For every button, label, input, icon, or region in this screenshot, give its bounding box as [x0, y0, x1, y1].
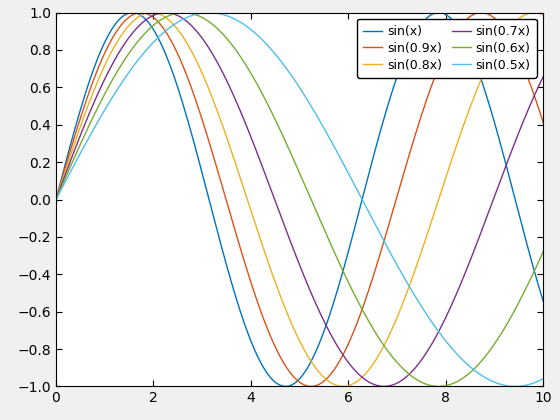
sin(0.6x): [180, 10, 187, 15]
sin(0.9x): [478, 10, 485, 15]
sin(0.8x): [540, 12, 547, 17]
sin(0.9x): [260, 318, 267, 323]
sin(0.7x): [540, 74, 547, 79]
sin(x): [282, 384, 289, 389]
sin(0.5x): [53, 197, 59, 202]
sin(0.6x): [540, 249, 547, 254]
sin(x): [53, 197, 59, 202]
sin(0.8x): [530, 10, 537, 15]
Line: sin(0.7x): sin(0.7x): [56, 13, 543, 386]
sin(0.8x): [53, 197, 59, 202]
sin(0.7x): [137, 22, 144, 27]
Line: sin(x): sin(x): [56, 13, 543, 386]
sin(0.5x): [137, 55, 144, 60]
sin(x): [478, 78, 485, 83]
sin(0.7x): [530, 94, 537, 99]
sin(0.5x): [108, 96, 115, 101]
sin(0.9x): [307, 384, 314, 389]
sin(0.7x): [53, 197, 59, 202]
sin(0.9x): [530, 92, 537, 97]
sin(0.6x): [478, 359, 485, 364]
sin(x): [108, 27, 115, 32]
sin(0.8x): [478, 76, 485, 81]
sin(0.6x): [261, 95, 268, 100]
sin(0.8x): [108, 49, 115, 54]
sin(0.9x): [478, 10, 484, 15]
sin(x): [530, 267, 537, 272]
sin(0.6x): [53, 197, 59, 202]
sin(0.9x): [53, 197, 59, 202]
sin(0.7x): [381, 384, 388, 389]
sin(0.9x): [108, 37, 115, 42]
Line: sin(0.5x): sin(0.5x): [56, 13, 543, 386]
sin(0.8x): [137, 13, 144, 18]
sin(0.8x): [148, 10, 155, 15]
sin(0.5x): [530, 381, 537, 386]
sin(0.6x): [530, 269, 537, 274]
sin(x): [261, 366, 268, 371]
sin(x): [240, 317, 246, 322]
sin(0.6x): [108, 79, 115, 84]
sin(0.5x): [261, 39, 268, 44]
sin(0.8x): [340, 384, 347, 389]
Line: sin(0.9x): sin(0.9x): [56, 13, 543, 386]
sin(0.6x): [137, 36, 144, 41]
sin(0.5x): [240, 21, 246, 26]
sin(x): [129, 10, 136, 15]
sin(0.8x): [240, 184, 246, 189]
sin(0.7x): [108, 63, 115, 68]
sin(0.7x): [478, 228, 485, 234]
Legend: sin(x), sin(0.9x), sin(0.8x), sin(0.7x), sin(0.6x), sin(0.5x): sin(x), sin(0.9x), sin(0.8x), sin(0.7x),…: [357, 19, 537, 78]
sin(x): [137, 13, 144, 18]
sin(0.7x): [162, 10, 169, 15]
sin(0.6x): [435, 384, 442, 389]
Line: sin(0.6x): sin(0.6x): [56, 13, 543, 386]
sin(0.5x): [206, 10, 212, 15]
sin(0.5x): [478, 373, 484, 378]
sin(0.5x): [512, 384, 519, 389]
sin(0.7x): [240, 115, 246, 120]
sin(0.9x): [240, 254, 246, 259]
sin(0.5x): [540, 376, 547, 381]
sin(0.6x): [240, 58, 246, 63]
sin(0.9x): [137, 10, 144, 15]
sin(0.8x): [261, 248, 268, 253]
sin(0.9x): [540, 120, 547, 125]
sin(x): [540, 299, 547, 304]
sin(0.7x): [261, 169, 268, 174]
Line: sin(0.8x): sin(0.8x): [56, 13, 543, 386]
